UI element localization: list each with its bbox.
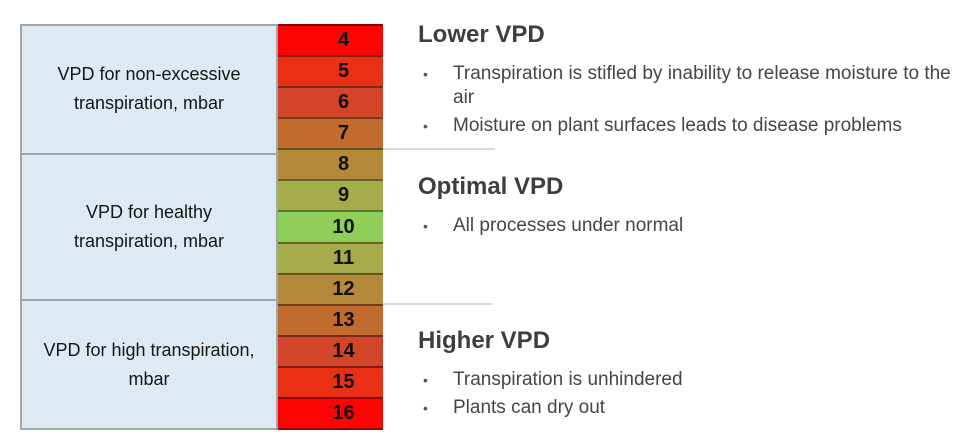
vpd-color-scale: 4 5 6 7 8 9 10 11 12 13 14 15 16	[278, 24, 383, 431]
range-label-cell: VPD for high transpiration, mbar	[22, 299, 276, 428]
scale-cell: 10	[278, 210, 383, 242]
section-heading: Higher VPD	[418, 327, 551, 354]
range-label-line: mbar	[128, 368, 170, 389]
bullet-dot: •	[423, 118, 428, 134]
range-label-line: VPD for high transpiration,	[43, 339, 255, 360]
range-label-line: transpiration, mbar	[73, 231, 225, 251]
scale-cell: 4	[278, 24, 383, 56]
scale-value: 5	[337, 60, 350, 83]
bullet-text: Plants can dry out	[453, 397, 606, 418]
scale-value: 6	[337, 91, 350, 114]
bullet-dot: •	[423, 66, 428, 82]
range-label-line: transpiration, mbar	[73, 93, 225, 114]
scale-value: 7	[337, 122, 350, 145]
vpd-table: VPD for non-excessive transpiration, mbar…	[20, 24, 383, 431]
scale-cell: 15	[278, 365, 383, 397]
bullet-item: • All processes under normal	[418, 214, 968, 238]
section-optimal-vpd: Optimal VPD • All processes under normal	[418, 172, 968, 242]
section-divider-bottom	[383, 303, 492, 305]
bullet-item: • Transpiration is unhindered	[418, 368, 968, 392]
vpd-range-labels: VPD for non-excessive transpiration, mbar…	[20, 24, 278, 430]
scale-cell: 11	[278, 241, 383, 273]
range-label-cell: VPD for non-excessive transpiration, mbar	[22, 26, 276, 153]
scale-cell: 7	[278, 117, 383, 149]
scale-value: 11	[332, 246, 355, 269]
range-label-cell: VPD for healthy transpiration, mbar	[22, 152, 276, 299]
scale-cell: 8	[278, 148, 383, 180]
section-lower-vpd: Lower VPD • Transpiration is stifled by i…	[418, 20, 968, 142]
scale-value: 16	[332, 401, 355, 424]
bullet-dot: •	[423, 400, 428, 416]
range-label-line: VPD for healthy	[85, 202, 213, 222]
section-heading: Optimal VPD	[418, 173, 564, 200]
bullet-dot: •	[423, 218, 428, 234]
scale-value: 13	[332, 308, 355, 331]
scale-cell: 6	[278, 86, 383, 118]
bullet-list: • Transpiration is unhindered • Plants can …	[418, 368, 968, 420]
bullet-item: • Moisture on plant surfaces leads to dis…	[418, 114, 968, 138]
scale-cell: 13	[278, 303, 383, 335]
scale-cell: 16	[278, 396, 383, 431]
scale-cell: 14	[278, 334, 383, 366]
scale-value: 12	[332, 277, 355, 300]
scale-value: 14	[332, 339, 355, 362]
scale-cell: 9	[278, 179, 383, 211]
bullet-text: Transpiration is stifled by inability to…	[453, 63, 951, 108]
section-divider-top	[383, 148, 495, 150]
scale-value: 15	[332, 370, 355, 393]
bullet-text: Transpiration is unhindered	[453, 369, 683, 390]
scale-cell: 5	[278, 55, 383, 87]
scale-value: 4	[337, 29, 350, 52]
bullet-list: • All processes under normal	[418, 214, 968, 238]
bullet-dot: •	[423, 372, 428, 388]
section-heading: Lower VPD	[418, 21, 545, 48]
bullet-text: All processes under normal	[453, 215, 684, 236]
range-label-line: VPD for non-excessive	[57, 64, 241, 85]
scale-value: 9	[337, 184, 350, 207]
scale-value: 8	[337, 153, 350, 176]
scale-value: 10	[332, 215, 355, 238]
section-higher-vpd: Higher VPD • Transpiration is unhindered •…	[418, 326, 968, 424]
bullet-text: Moisture on plant surfaces leads to dise…	[453, 115, 902, 136]
bullet-list: • Transpiration is stifled by inability t…	[418, 62, 968, 138]
scale-cell: 12	[278, 272, 383, 304]
bullet-item: • Transpiration is stifled by inability t…	[418, 62, 968, 110]
bullet-item: • Plants can dry out	[418, 396, 968, 420]
